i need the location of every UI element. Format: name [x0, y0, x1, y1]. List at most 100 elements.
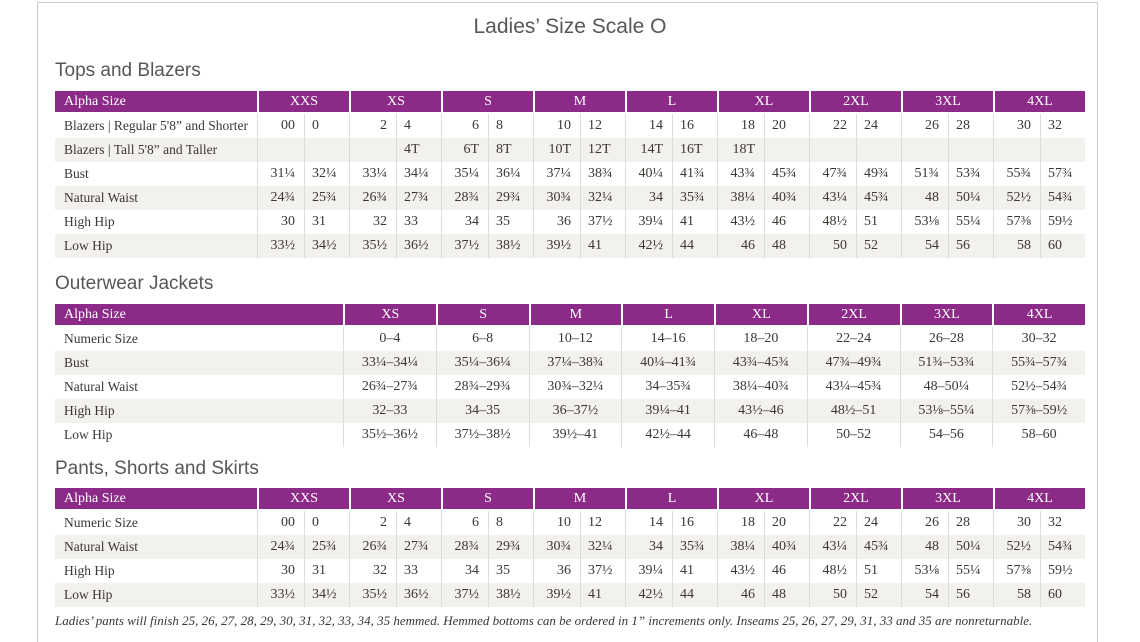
size-cell: 52½ — [1006, 539, 1032, 554]
size-group-header: 4XL — [993, 91, 1085, 112]
size-group-header: M — [528, 304, 622, 325]
size-group-cell: 46 48 — [717, 234, 809, 258]
size-cell: 16 — [672, 511, 717, 535]
size-group-cell — [993, 138, 1085, 162]
size-cell: 30 — [1017, 118, 1031, 133]
table-header-row: Alpha Size XXS XS S M L XL 2XL 3XL 4XL — [55, 488, 1085, 511]
size-cell: 42½ — [638, 587, 664, 602]
size-cell: 45¾ — [856, 186, 901, 210]
size-group-cell: 39½ 41 — [533, 234, 625, 258]
size-group-cell: 6–8 — [435, 327, 529, 351]
size-group-cell: 14 16 — [625, 114, 717, 138]
size-group-cell: 26–28 — [899, 327, 993, 351]
size-cell: 46 — [741, 238, 755, 253]
size-group-cell: 37½ 38½ — [441, 234, 533, 258]
size-cell: 4T — [396, 138, 441, 162]
size-group-cell: 26¾–27¾ — [343, 375, 436, 399]
size-group-cell: 43¼ 45¾ — [809, 186, 901, 210]
size-cell — [810, 138, 856, 162]
size-cell: 0–4 — [379, 331, 401, 346]
size-table-tops-and-blazers: Alpha Size XXS XS S M L XL 2XL 3XL 4XL Blazers | R… — [55, 91, 1085, 258]
size-cell: 47¾–49¾ — [825, 355, 882, 370]
size-cell: 52 — [856, 583, 901, 607]
table-row: Bust 33¼–34¼ 35¼–36¼ 37¼–38¾ 40¼–41¾ 43¾–45¾ 4… — [55, 351, 1085, 375]
size-cell: 14T — [640, 142, 663, 157]
size-group-cell: 14–16 — [621, 327, 714, 351]
size-cell: 24¾ — [270, 190, 296, 205]
size-group-cell: 30 31 — [257, 210, 349, 234]
size-group-cell: 52½ 54¾ — [993, 535, 1085, 559]
size-group-cell: 39¼ 41 — [625, 559, 717, 583]
alpha-size-header: Alpha Size — [64, 490, 126, 506]
size-cell — [764, 138, 809, 162]
size-group-cell: 35¼ 36¼ — [441, 162, 533, 186]
size-cell: 35 — [488, 559, 533, 583]
section-pants-shorts-skirts: Pants, Shorts and Skirts Alpha Size XXS XS S… — [55, 456, 1085, 607]
size-group-cell: 39½ 41 — [533, 583, 625, 607]
size-group-header: 3XL — [901, 91, 993, 112]
size-cell: 46 — [764, 210, 809, 234]
size-group-cell: 43½ 46 — [717, 559, 809, 583]
size-group-cell: 30 31 — [257, 559, 349, 583]
size-cell: 12 — [580, 114, 625, 138]
row-label: Blazers | Tall 5'8” and Taller — [64, 142, 218, 157]
size-cell: 53¾ — [948, 162, 993, 186]
size-group-cell: 38¼ 40¾ — [717, 186, 809, 210]
size-group-cell: 39¼ 41 — [625, 210, 717, 234]
size-cell: 36½ — [396, 583, 441, 607]
size-group-cell — [901, 138, 993, 162]
size-group-cell: 10T 12T — [533, 138, 625, 162]
size-cell: 35½–36½ — [361, 427, 418, 442]
size-group-cell: 28¾ 29¾ — [441, 186, 533, 210]
size-cell: 57⅜ — [1006, 214, 1032, 229]
size-cell: 50¼ — [948, 186, 993, 210]
size-cell: 48½–51 — [830, 403, 877, 418]
size-group-header: XXS — [257, 91, 349, 112]
size-group-cell: 34 35 — [441, 559, 533, 583]
size-cell: 44 — [672, 234, 717, 258]
size-cell: 52 — [856, 234, 901, 258]
size-cell: 54 — [925, 238, 939, 253]
size-cell: 38¼ — [730, 539, 756, 554]
size-cell: 16T — [672, 138, 717, 162]
size-cell: 18 — [741, 515, 755, 530]
size-cell: 48 — [764, 234, 809, 258]
size-group-cell: 33½ 34½ — [257, 234, 349, 258]
table-row: Numeric Size 0–4 6–8 10–12 14–16 18–20 22–24 26… — [55, 327, 1085, 351]
size-cell: 28¾–29¾ — [454, 379, 511, 394]
size-cell: 30¾ — [546, 190, 572, 205]
size-cell: 55¼ — [948, 559, 993, 583]
size-cell: 54–56 — [928, 427, 964, 442]
size-cell: 41 — [580, 234, 625, 258]
row-label: Bust — [64, 166, 89, 181]
size-cell: 0 — [304, 511, 349, 535]
size-cell: 32¼ — [580, 535, 625, 559]
size-cell: 4 — [396, 114, 441, 138]
size-group-cell: 18T — [717, 138, 809, 162]
size-group-cell: 43½ 46 — [717, 210, 809, 234]
size-cell: 37½ — [580, 559, 625, 583]
size-cell: 22–24 — [836, 331, 872, 346]
section-title-tops-and-blazers: Tops and Blazers — [55, 60, 201, 81]
size-cell: 53⅛ — [914, 214, 940, 229]
size-group-cell: 57⅜ 59½ — [993, 210, 1085, 234]
section-title-outerwear-jackets: Outerwear Jackets — [55, 273, 214, 294]
size-cell: 37½–38½ — [454, 427, 511, 442]
size-group-cell: 31¼ 32¼ — [257, 162, 349, 186]
size-group-cell: 55¾ 57¾ — [993, 162, 1085, 186]
size-group-cell: 32–33 — [343, 399, 436, 423]
size-group-cell: 0–4 — [343, 327, 436, 351]
size-cell — [902, 138, 948, 162]
size-group-header: 2XL — [809, 91, 901, 112]
table-row: Natural Waist 26¾–27¾ 28¾–29¾ 30¾–32¼ 34–35¾… — [55, 375, 1085, 399]
size-group-cell: 24¾ 25¾ — [257, 186, 349, 210]
size-cell: 10T — [548, 142, 571, 157]
size-cell: 40¼ — [638, 166, 664, 181]
size-cell: 32¼ — [304, 162, 349, 186]
size-cell: 33 — [396, 559, 441, 583]
size-cell: 48½ — [822, 563, 848, 578]
size-group-cell: 14T 16T — [625, 138, 717, 162]
size-cell: 60 — [1040, 234, 1085, 258]
size-cell: 39½–41 — [552, 427, 599, 442]
size-cell: 33½ — [270, 238, 296, 253]
